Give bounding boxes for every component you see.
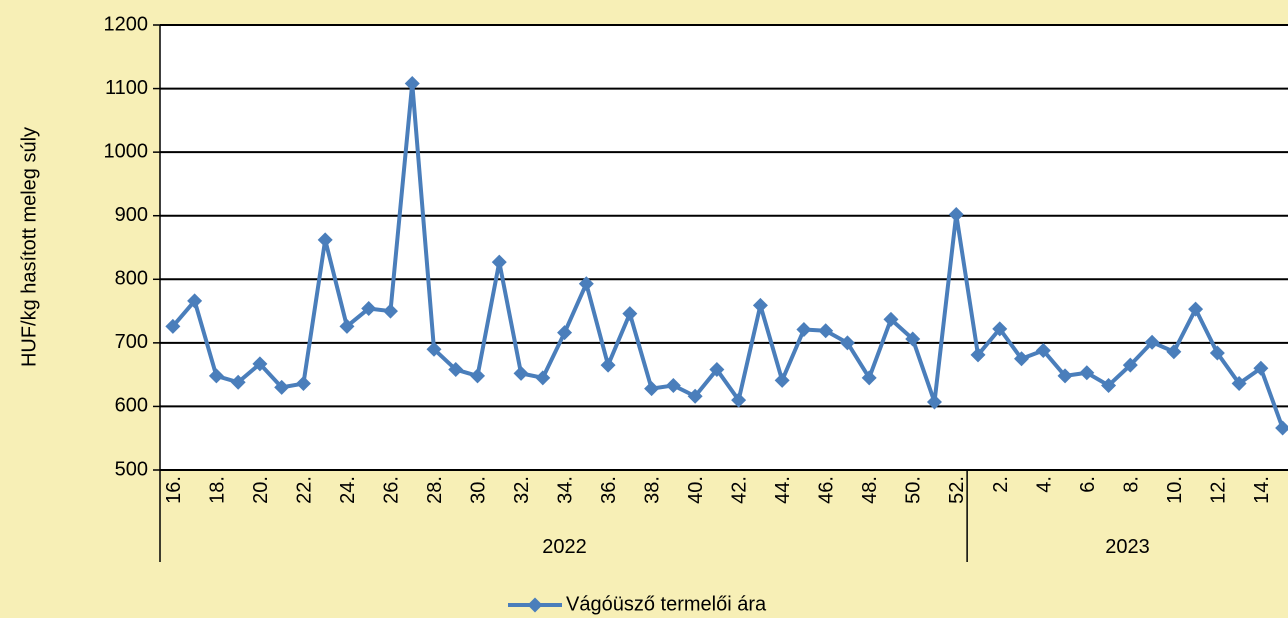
marker [491, 254, 507, 270]
marker [665, 377, 681, 393]
legend-label: Vágóüsző termelői ára [566, 593, 767, 615]
marker [1253, 360, 1269, 376]
marker [404, 75, 420, 91]
marker [1166, 344, 1182, 360]
group-label: 2022 [542, 536, 587, 558]
y-tick-label: 1100 [105, 77, 148, 99]
marker [1144, 334, 1160, 350]
marker [644, 381, 660, 397]
y-tick-label: 600 [115, 395, 148, 417]
y-tick-label: 800 [115, 268, 148, 290]
marker [295, 376, 311, 392]
marker [818, 323, 834, 339]
marker [731, 392, 747, 408]
marker [992, 321, 1008, 337]
marker [1231, 376, 1247, 392]
marker [230, 374, 246, 390]
marker [839, 335, 855, 351]
marker [970, 347, 986, 363]
marker [622, 306, 638, 322]
marker [1014, 351, 1030, 367]
marker [448, 362, 464, 378]
marker [208, 368, 224, 384]
y-tick-label: 700 [115, 331, 148, 353]
marker [361, 301, 377, 317]
marker [187, 293, 203, 309]
marker [535, 370, 551, 386]
marker [578, 276, 594, 292]
x-tick-label: 22. [293, 476, 315, 504]
x-tick-label: 42. [729, 476, 751, 504]
marker [513, 365, 529, 381]
marker [165, 318, 181, 334]
x-tick-label: 26. [380, 476, 402, 504]
group-label: 2023 [1105, 536, 1150, 558]
x-tick-label: 10. [1164, 476, 1186, 504]
marker [905, 331, 921, 347]
marker [274, 379, 290, 395]
x-tick-label: 48. [859, 476, 881, 504]
x-tick-label: 24. [337, 476, 359, 504]
x-tick-label: 16. [163, 476, 185, 504]
x-tick-label: 28. [424, 476, 446, 504]
marker [317, 232, 333, 248]
x-tick-label: 40. [685, 476, 707, 504]
marker [1079, 365, 1095, 381]
marker [687, 388, 703, 404]
marker [861, 370, 877, 386]
marker [382, 303, 398, 319]
marker [948, 206, 964, 222]
marker [252, 356, 268, 372]
plot-area [160, 25, 1288, 470]
x-tick-label: 34. [555, 476, 577, 504]
marker [1101, 377, 1117, 393]
marker [883, 311, 899, 327]
marker [426, 341, 442, 357]
x-tick-label: 32. [511, 476, 533, 504]
y-axis-label: HUF/kg hasított meleg súly [18, 127, 40, 367]
marker [709, 362, 725, 378]
x-tick-label: 14. [1251, 476, 1273, 504]
marker [1122, 357, 1138, 373]
marker [600, 357, 616, 373]
x-tick-label: 4. [1033, 476, 1055, 493]
y-tick-label: 500 [115, 458, 148, 480]
x-tick-label: 20. [250, 476, 272, 504]
series-line [171, 81, 1285, 429]
x-tick-label: 2. [990, 476, 1012, 493]
marker [1035, 342, 1051, 358]
x-tick-label: 18. [206, 476, 228, 504]
y-tick-label: 900 [115, 204, 148, 226]
x-tick-label: 52. [946, 476, 968, 504]
marker [752, 297, 768, 313]
x-tick-label: 8. [1120, 476, 1142, 493]
marker [339, 318, 355, 334]
x-tick-label: 36. [598, 476, 620, 504]
x-tick-label: 44. [772, 476, 794, 504]
y-tick-label: 1000 [104, 140, 149, 162]
x-tick-label: 6. [1077, 476, 1099, 493]
marker [557, 325, 573, 341]
x-tick-label: 30. [468, 476, 490, 504]
x-tick-label: 12. [1207, 476, 1229, 504]
x-tick-label: 50. [903, 476, 925, 504]
marker [774, 372, 790, 388]
marker [1275, 420, 1288, 436]
marker [1209, 345, 1225, 361]
x-tick-label: 38. [642, 476, 664, 504]
y-tick-label: 1200 [104, 13, 149, 35]
marker [796, 322, 812, 338]
marker [1188, 301, 1204, 317]
x-tick-label: 46. [816, 476, 838, 504]
legend-marker [527, 597, 543, 613]
marker [1057, 368, 1073, 384]
marker [470, 368, 486, 384]
marker [926, 394, 942, 410]
